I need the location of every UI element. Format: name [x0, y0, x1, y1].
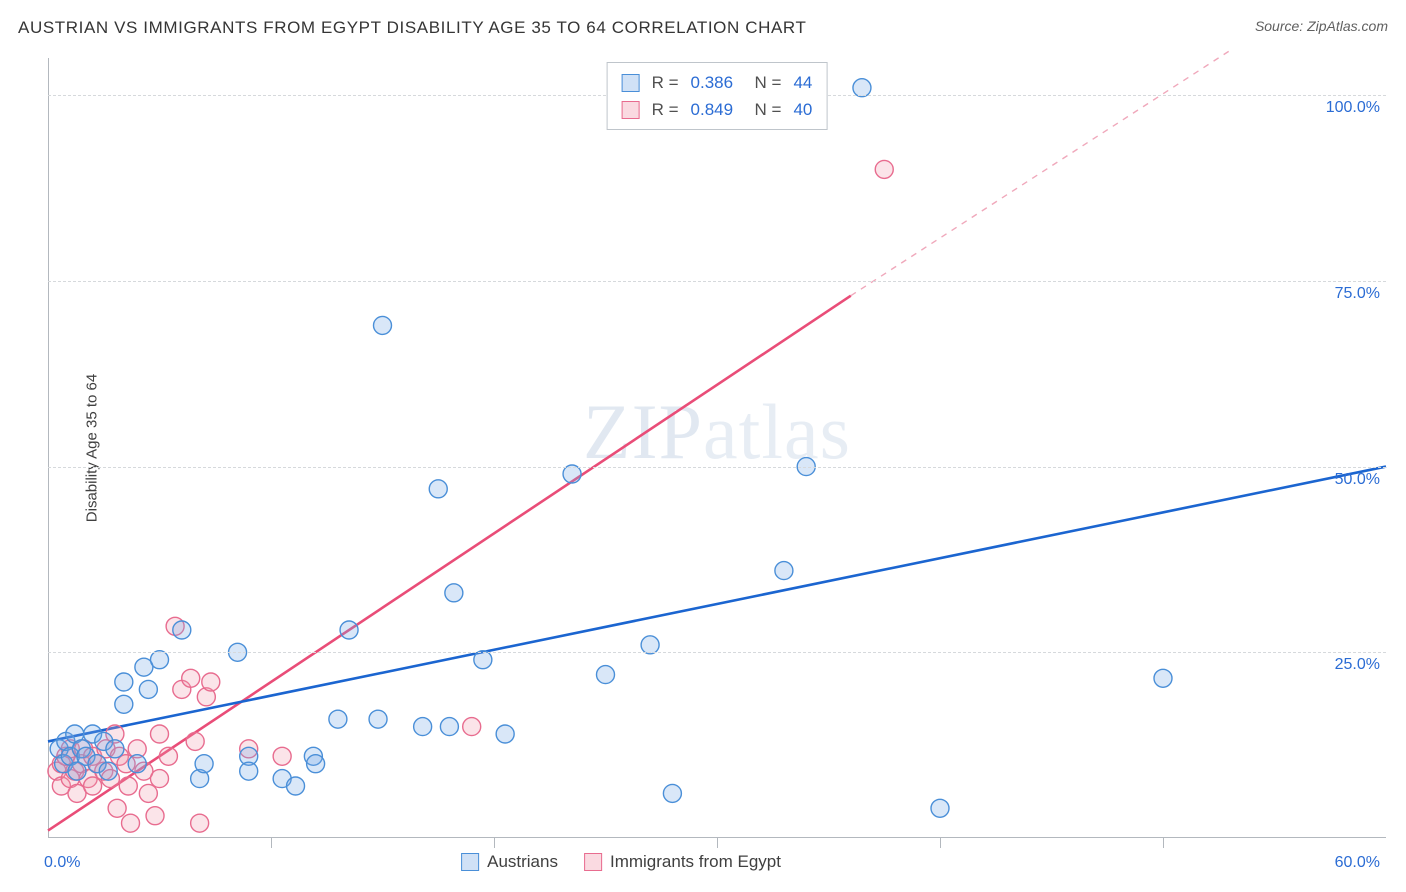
data-point [273, 747, 291, 765]
header: AUSTRIAN VS IMMIGRANTS FROM EGYPT DISABI… [18, 18, 1388, 38]
legend-r-label: R = [652, 69, 679, 96]
data-point [159, 747, 177, 765]
data-point [440, 718, 458, 736]
x-axis-tick [494, 838, 495, 848]
scatter-plot: Disability Age 35 to 64 ZIPatlas R = 0.3… [48, 58, 1386, 838]
gridline [48, 652, 1386, 653]
data-point [84, 777, 102, 795]
data-point [151, 725, 169, 743]
x-axis-tick [271, 838, 272, 848]
data-point [329, 710, 347, 728]
data-point [202, 673, 220, 691]
y-axis-tick-label: 100.0% [1326, 99, 1380, 117]
y-axis-tick-label: 25.0% [1335, 656, 1380, 674]
correlation-legend: R = 0.386 N = 44 R = 0.849 N = 40 [607, 62, 828, 130]
x-axis-tick [940, 838, 941, 848]
data-point [340, 621, 358, 639]
trendline-blue [48, 467, 1386, 742]
plot-svg [48, 58, 1386, 838]
gridline [48, 281, 1386, 282]
data-point [186, 732, 204, 750]
legend-n-value: 44 [793, 69, 812, 96]
data-point [182, 669, 200, 687]
data-point [128, 755, 146, 773]
data-point [496, 725, 514, 743]
legend-label: Immigrants from Egypt [610, 852, 781, 872]
x-axis-tick [717, 838, 718, 848]
legend-item-austrians: Austrians [461, 852, 558, 872]
data-point [139, 680, 157, 698]
data-point [139, 784, 157, 802]
data-point [240, 762, 258, 780]
legend-r-value: 0.386 [691, 69, 734, 96]
swatch-pink-icon [622, 101, 640, 119]
y-axis-tick-label: 50.0% [1335, 471, 1380, 489]
data-point [853, 79, 871, 97]
data-point [287, 777, 305, 795]
legend-r-label: R = [652, 96, 679, 123]
data-point [463, 718, 481, 736]
data-point [474, 651, 492, 669]
data-point [931, 799, 949, 817]
trendline-pink-dash [851, 51, 1230, 296]
data-point [775, 562, 793, 580]
data-point [151, 651, 169, 669]
source-attribution: Source: ZipAtlas.com [1255, 18, 1388, 34]
x-axis-tick [1163, 838, 1164, 848]
data-point [641, 636, 659, 654]
data-point [119, 777, 137, 795]
x-axis-max-label: 60.0% [1335, 854, 1380, 872]
data-point [173, 621, 191, 639]
legend-n-value: 40 [793, 96, 812, 123]
data-point [115, 695, 133, 713]
legend-item-egypt: Immigrants from Egypt [584, 852, 781, 872]
chart-title: AUSTRIAN VS IMMIGRANTS FROM EGYPT DISABI… [18, 18, 806, 38]
legend-n-label: N = [745, 96, 781, 123]
data-point [369, 710, 387, 728]
gridline [48, 467, 1386, 468]
source-value: ZipAtlas.com [1307, 18, 1388, 34]
legend-label: Austrians [487, 852, 558, 872]
swatch-blue-icon [622, 74, 640, 92]
y-axis-tick-label: 75.0% [1335, 285, 1380, 303]
data-point [429, 480, 447, 498]
data-point [374, 316, 392, 334]
legend-row-blue: R = 0.386 N = 44 [622, 69, 813, 96]
data-point [597, 666, 615, 684]
data-point [1154, 669, 1172, 687]
data-point [122, 814, 140, 832]
data-point [663, 784, 681, 802]
data-point [195, 755, 213, 773]
data-point [414, 718, 432, 736]
series-legend: Austrians Immigrants from Egypt [461, 852, 781, 872]
data-point [563, 465, 581, 483]
data-point [307, 755, 325, 773]
data-point [146, 807, 164, 825]
data-point [151, 770, 169, 788]
source-prefix: Source: [1255, 18, 1307, 34]
legend-n-label: N = [745, 69, 781, 96]
legend-r-value: 0.849 [691, 96, 734, 123]
swatch-pink-icon [584, 853, 602, 871]
swatch-blue-icon [461, 853, 479, 871]
data-point [191, 814, 209, 832]
data-point [115, 673, 133, 691]
data-point [106, 740, 124, 758]
data-point [99, 762, 117, 780]
data-point [108, 799, 126, 817]
data-point [875, 160, 893, 178]
legend-row-pink: R = 0.849 N = 40 [622, 96, 813, 123]
x-axis-min-label: 0.0% [44, 854, 80, 872]
data-point [445, 584, 463, 602]
